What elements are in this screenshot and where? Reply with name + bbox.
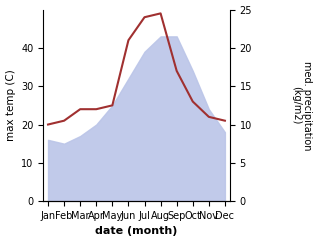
X-axis label: date (month): date (month) [95,227,178,236]
Y-axis label: med. precipitation
(kg/m2): med. precipitation (kg/m2) [291,60,313,150]
Y-axis label: max temp (C): max temp (C) [5,69,16,141]
